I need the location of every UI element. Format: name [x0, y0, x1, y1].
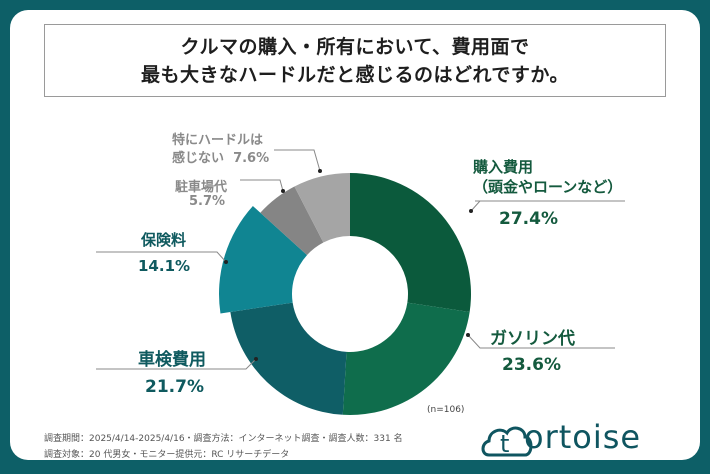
donut-slice-no-hurdle — [294, 173, 350, 243]
label-gasoline: ガソリン代 — [490, 329, 575, 349]
donut-slice-insurance — [219, 206, 308, 314]
logo-initial: t — [500, 430, 509, 458]
donut-slice-parking — [260, 186, 324, 256]
value-no-hurdle: 7.6% — [233, 151, 270, 166]
value-inspection: 21.7% — [145, 377, 204, 397]
leader-dot-insurance — [224, 260, 228, 264]
donut-slice-inspection — [230, 302, 347, 415]
label-parking: 駐車場代 — [175, 180, 228, 195]
title-line-2: 最も大きなハードルだと感じるのはどれですか。 — [140, 64, 570, 86]
survey-info-line2: 調査対象：20 代男女・モニター提供元：RC リサーチデータ — [44, 450, 290, 460]
leader-line-insurance — [96, 251, 227, 263]
tortoise-logo-text: ortoise — [524, 418, 642, 456]
sample-size: (n=106) — [427, 405, 465, 415]
label-purchase: 購入費用 （頭金やローンなど） — [473, 157, 622, 197]
value-purchase: 27.4% — [499, 209, 558, 229]
title-box: クルマの購入・所有において、費用面で 最も大きなハードルだと感じるのはどれですか… — [44, 24, 666, 97]
donut-slice-purchase — [350, 173, 472, 312]
title-line-1: クルマの購入・所有において、費用面で — [180, 36, 530, 58]
leader-dot-parking — [281, 189, 285, 193]
value-insurance: 14.1% — [138, 257, 191, 275]
leader-line-purchase — [470, 200, 625, 212]
label-inspection: 車検費用 — [138, 350, 206, 370]
label-insurance: 保険料 — [141, 231, 187, 249]
leader-dot-gasoline — [466, 333, 470, 337]
tortoise-logo-icon: t — [481, 426, 533, 458]
leader-dot-purchase — [469, 209, 473, 213]
survey-info-line1: 調査期間：2025/4/14-2025/4/16・調査方法：インターネット調査・… — [44, 434, 403, 444]
label-purchase-line1: 購入費用 — [473, 158, 534, 176]
leader-dot-inspection — [254, 357, 258, 361]
value-gasoline: 23.6% — [502, 355, 561, 375]
label-purchase-line2: （頭金やローンなど） — [473, 178, 623, 196]
donut-slice-gasoline — [342, 302, 470, 416]
leader-line-gasoline — [467, 334, 615, 349]
label-no-hurdle: 特にハードルは 感じない 7.6% — [172, 132, 269, 168]
leader-line-inspection — [96, 358, 257, 370]
leader-dot-no-hurdle — [318, 169, 322, 173]
label-no-hurdle-line2: 感じない — [172, 151, 225, 166]
leader-line-no-hurdle — [274, 149, 321, 172]
leader-line-parking — [240, 179, 284, 192]
value-parking: 5.7% — [189, 194, 226, 209]
label-no-hurdle-line1: 特にハードルは — [172, 133, 264, 148]
